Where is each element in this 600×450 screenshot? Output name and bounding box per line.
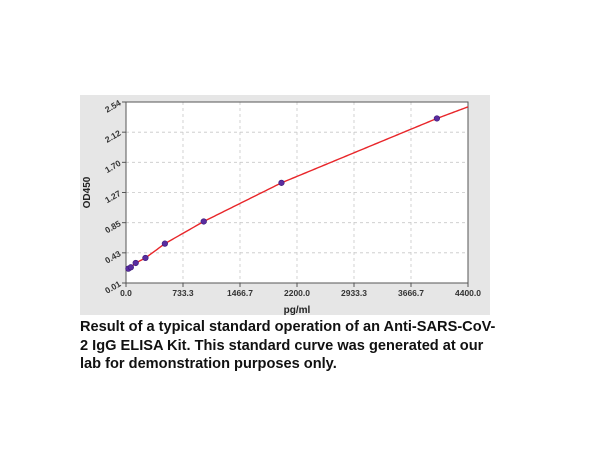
data-point: [132, 259, 139, 267]
x-tick-label: 2200.0: [284, 288, 310, 298]
y-tick-label: 1.70: [103, 158, 123, 175]
x-tick-label: 733.3: [172, 288, 194, 298]
y-tick-label: 1.27: [103, 188, 123, 205]
x-tick-label: 2933.3: [341, 288, 367, 298]
x-tick-label: 1466.7: [227, 288, 253, 298]
y-tick-label: 0.43: [103, 248, 123, 265]
data-point: [161, 240, 168, 247]
data-point: [127, 264, 134, 271]
x-axis-title: pg/ml: [284, 305, 311, 316]
data-point: [278, 179, 285, 186]
x-tick-label: 3666.7: [398, 288, 424, 298]
x-tick-label: 4400.0: [455, 288, 481, 298]
y-axis-title: OD450: [82, 176, 93, 208]
fit-curve-line: [125, 106, 469, 271]
y-tick-label: 0.85: [103, 218, 123, 235]
data-point: [433, 115, 441, 122]
y-tick-label: 2.12: [103, 128, 123, 145]
data-point: [200, 218, 207, 225]
data-point: [142, 254, 149, 262]
x-tick-label: 0.0: [120, 288, 132, 298]
figure-caption: Result of a typical standard operation o…: [80, 319, 496, 372]
plot-frame: [125, 101, 469, 284]
y-tick-label: 2.54: [103, 98, 123, 115]
